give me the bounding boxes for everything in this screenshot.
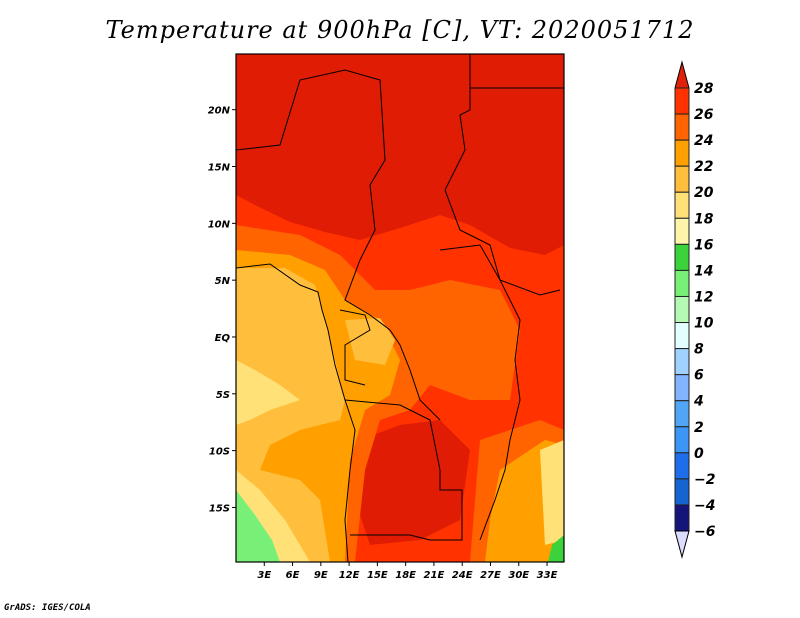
border-south bbox=[344, 399, 463, 541]
colorbar-label: −2 bbox=[694, 472, 715, 488]
lon-tick-label: 18E bbox=[395, 570, 416, 581]
colorbar-segment bbox=[674, 295, 690, 324]
colorbar-label: 20 bbox=[694, 185, 714, 201]
colorbar-segment bbox=[674, 243, 690, 271]
colorbar-label: 12 bbox=[694, 289, 713, 305]
colorbar-segment bbox=[674, 139, 690, 167]
colorbar-segment bbox=[674, 217, 690, 245]
colorbar-segment bbox=[674, 426, 690, 454]
lat-tick-label: 15S bbox=[209, 503, 230, 514]
lon-tick-label: 12E bbox=[339, 570, 360, 581]
colorbar-segment bbox=[674, 87, 690, 115]
colorbar-segment bbox=[674, 478, 690, 506]
lat-tick-label: 10S bbox=[209, 447, 230, 458]
coastline-west bbox=[236, 263, 356, 562]
lon-tick-label: 15E bbox=[367, 570, 388, 581]
colorbar-segment bbox=[674, 348, 690, 376]
colorbar-label: 6 bbox=[694, 368, 704, 384]
grads-credit: GrADS: IGES/COLA bbox=[4, 603, 91, 613]
colorbar-label: 2 bbox=[694, 420, 704, 436]
lon-tick-label: 24E bbox=[452, 570, 473, 581]
lon-tick-label: 6E bbox=[286, 570, 300, 581]
field-above-28-south bbox=[355, 420, 470, 545]
colorbar-label: 4 bbox=[693, 394, 704, 410]
colorbar-segment bbox=[674, 400, 690, 428]
colorbar-segment bbox=[674, 113, 690, 141]
field-12-14 bbox=[236, 490, 280, 562]
colorbar-segment bbox=[674, 191, 690, 219]
lat-tick-label: 5S bbox=[216, 390, 230, 401]
colorbar-segment bbox=[674, 374, 690, 402]
colorbar-label: 0 bbox=[694, 446, 704, 462]
field-20-22-center bbox=[345, 318, 395, 365]
temperature-field bbox=[236, 54, 564, 562]
colorbar-label: −6 bbox=[694, 524, 716, 540]
colorbar-label: 22 bbox=[694, 159, 713, 175]
colorbar-segment bbox=[674, 322, 690, 350]
colorbar-over-triangle bbox=[674, 60, 690, 89]
colorbar-label: 10 bbox=[694, 316, 714, 332]
colorbar-under-triangle bbox=[674, 530, 690, 559]
colorbar-segment bbox=[674, 504, 690, 532]
field-20-22 bbox=[236, 268, 345, 562]
colorbar-segment bbox=[674, 165, 690, 193]
colorbar-label: 28 bbox=[694, 81, 714, 97]
lat-tick-label: 20N bbox=[208, 106, 231, 117]
axis-ticks: 20N 15N 10N 5N EQ 5S 10S 15S 3E 6E 9E 12E 15E 18E 21E 2… bbox=[208, 106, 558, 581]
border-north bbox=[236, 69, 441, 421]
field-above-28 bbox=[236, 54, 564, 255]
lon-tick-label: 27E bbox=[480, 570, 501, 581]
border-northeast bbox=[439, 87, 564, 296]
plot-title: Temperature at 900hPa [C], VT: 202005171… bbox=[105, 16, 695, 44]
lat-tick-label: 5N bbox=[215, 276, 231, 287]
lon-tick-label: 21E bbox=[424, 570, 445, 581]
lon-tick-label: 33E bbox=[537, 570, 558, 581]
coastlines-and-borders bbox=[236, 54, 564, 562]
lat-tick-label: EQ bbox=[215, 333, 231, 344]
field-18-20 bbox=[236, 360, 300, 425]
colorbar-label: 8 bbox=[694, 342, 704, 358]
lon-tick-label: 3E bbox=[257, 570, 271, 581]
field-18-20-east bbox=[540, 440, 564, 545]
field-14-16-east bbox=[548, 535, 564, 562]
lon-tick-label: 30E bbox=[508, 570, 529, 581]
colorbar-label: 14 bbox=[694, 263, 713, 279]
map-frame bbox=[235, 53, 565, 563]
lat-tick-label: 10N bbox=[208, 219, 231, 230]
lat-tick-label: 15N bbox=[208, 163, 231, 174]
colorbar-segment bbox=[674, 452, 690, 480]
colorbar-label: 24 bbox=[694, 133, 713, 149]
border-central bbox=[339, 309, 371, 386]
colorbar-segment bbox=[674, 269, 690, 297]
colorbar-label: 16 bbox=[694, 237, 714, 253]
lon-tick-label: 9E bbox=[314, 570, 328, 581]
colorbar-label: 18 bbox=[694, 211, 714, 227]
colorbar-label: −4 bbox=[694, 498, 715, 514]
colorbar-label: 26 bbox=[694, 107, 714, 123]
